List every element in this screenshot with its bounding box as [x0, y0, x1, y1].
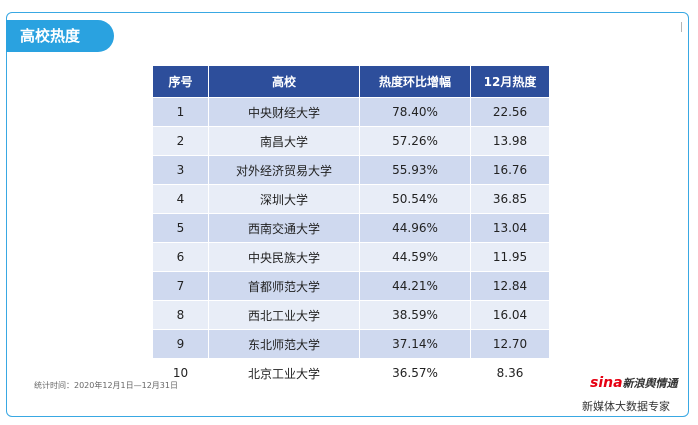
cell-growth: 38.59% [359, 300, 471, 330]
table-row: 1 中央财经大学 78.40% 22.56 [152, 97, 550, 127]
cell-university: 北京工业大学 [208, 358, 360, 388]
table-row: 3 对外经济贸易大学 55.93% 16.76 [152, 155, 550, 185]
table-row: 5 西南交通大学 44.96% 13.04 [152, 213, 550, 243]
logo-brand: sina [590, 375, 623, 391]
table-row: 6 中央民族大学 44.59% 11.95 [152, 242, 550, 272]
logo-text: 新浪舆情通 [622, 377, 678, 390]
cell-growth: 36.57% [359, 358, 471, 388]
table-row: 4 深圳大学 50.54% 36.85 [152, 184, 550, 214]
cell-growth: 55.93% [359, 155, 471, 185]
cell-heat: 11.95 [470, 242, 550, 272]
cell-heat: 13.04 [470, 213, 550, 243]
cell-university: 西北工业大学 [208, 300, 360, 330]
cell-rank: 2 [152, 126, 209, 156]
cell-heat: 13.98 [470, 126, 550, 156]
statistics-period-note: 统计时间：2020年12月1日—12月31日 [34, 381, 178, 390]
cell-university: 中央财经大学 [208, 97, 360, 127]
cell-rank: 10 [152, 358, 209, 388]
cell-growth: 44.96% [359, 213, 471, 243]
cell-university: 南昌大学 [208, 126, 360, 156]
brand-tagline: 新媒体大数据专家 [582, 400, 670, 413]
ranking-table: 序号 高校 热度环比增幅 12月热度 1 中央财经大学 78.40% 22.56… [152, 65, 550, 388]
col-header-rank: 序号 [152, 65, 209, 98]
col-header-university: 高校 [208, 65, 360, 98]
cell-university: 深圳大学 [208, 184, 360, 214]
cell-university: 首都师范大学 [208, 271, 360, 301]
col-header-growth: 热度环比增幅 [359, 65, 471, 98]
cell-heat: 36.85 [470, 184, 550, 214]
cell-heat: 12.70 [470, 329, 550, 359]
cell-rank: 7 [152, 271, 209, 301]
cell-growth: 44.59% [359, 242, 471, 272]
cell-heat: 16.04 [470, 300, 550, 330]
table-row: 7 首都师范大学 44.21% 12.84 [152, 271, 550, 301]
cell-rank: 1 [152, 97, 209, 127]
cell-heat: 16.76 [470, 155, 550, 185]
cell-growth: 50.54% [359, 184, 471, 214]
cell-rank: 3 [152, 155, 209, 185]
cell-rank: 9 [152, 329, 209, 359]
cell-university: 中央民族大学 [208, 242, 360, 272]
table-row: 2 南昌大学 57.26% 13.98 [152, 126, 550, 156]
cell-growth: 44.21% [359, 271, 471, 301]
table-row: 9 东北师范大学 37.14% 12.70 [152, 329, 550, 359]
cell-growth: 37.14% [359, 329, 471, 359]
cell-university: 西南交通大学 [208, 213, 360, 243]
sina-logo: sina新浪舆情通 [590, 375, 678, 391]
cell-heat: 22.56 [470, 97, 550, 127]
table-row: 8 西北工业大学 38.59% 16.04 [152, 300, 550, 330]
cell-rank: 8 [152, 300, 209, 330]
cell-growth: 78.40% [359, 97, 471, 127]
table-header-row: 序号 高校 热度环比增幅 12月热度 [152, 65, 550, 98]
cell-growth: 57.26% [359, 126, 471, 156]
corner-mark [681, 22, 682, 32]
cell-university: 东北师范大学 [208, 329, 360, 359]
cell-heat: 8.36 [470, 358, 550, 388]
cell-rank: 5 [152, 213, 209, 243]
cell-heat: 12.84 [470, 271, 550, 301]
col-header-heat: 12月热度 [470, 65, 550, 98]
page-title: 高校热度 [6, 20, 114, 52]
table-row: 10 北京工业大学 36.57% 8.36 [152, 358, 550, 388]
cell-rank: 6 [152, 242, 209, 272]
cell-university: 对外经济贸易大学 [208, 155, 360, 185]
card-frame [6, 12, 689, 417]
cell-rank: 4 [152, 184, 209, 214]
